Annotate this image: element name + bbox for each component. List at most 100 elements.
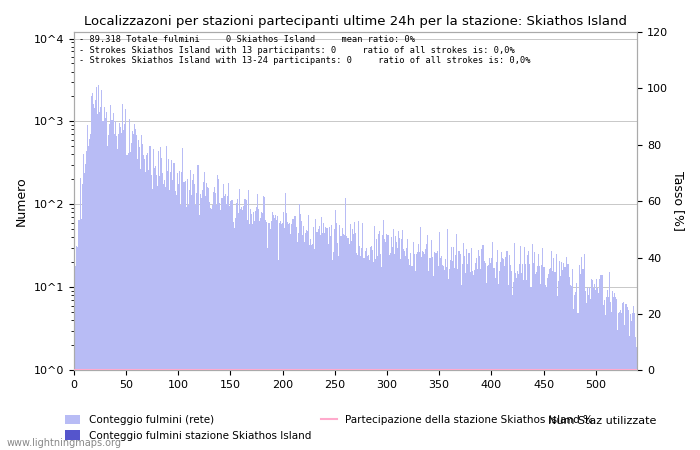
Bar — [494, 268, 495, 450]
Bar — [398, 231, 399, 450]
Bar — [89, 139, 90, 450]
Partecipazione della stazione Skiathos Island % — [411, 368, 419, 373]
Bar — [571, 286, 572, 450]
Partecipazione della stazione Skiathos Island % — [634, 368, 642, 373]
Bar — [528, 251, 529, 450]
Bar — [544, 267, 545, 450]
Bar — [400, 259, 401, 450]
Bar — [236, 203, 237, 450]
Bar — [254, 221, 255, 450]
Bar — [508, 285, 509, 450]
Bar — [484, 263, 486, 450]
Bar — [90, 134, 91, 450]
Bar — [399, 238, 400, 450]
Bar — [634, 313, 635, 450]
Bar — [161, 158, 162, 450]
Bar — [447, 229, 448, 450]
Bar — [267, 248, 269, 450]
Bar — [511, 271, 512, 450]
Bar — [628, 310, 629, 450]
Bar — [556, 254, 557, 450]
Bar — [626, 304, 627, 450]
Bar — [423, 252, 424, 450]
Bar — [519, 264, 520, 450]
Bar — [617, 330, 618, 450]
Bar — [569, 277, 570, 450]
Bar — [197, 165, 199, 450]
Bar — [205, 196, 206, 450]
Bar — [281, 224, 282, 450]
Bar — [163, 184, 164, 450]
Bar — [403, 249, 404, 450]
Bar — [393, 254, 395, 450]
Bar — [500, 262, 501, 450]
Bar — [182, 148, 183, 450]
Bar — [185, 180, 186, 450]
Bar — [351, 242, 352, 450]
Bar — [144, 159, 146, 450]
Bar — [371, 246, 372, 450]
Bar — [616, 299, 617, 450]
Bar — [459, 254, 461, 450]
Bar — [328, 244, 329, 450]
Bar — [635, 337, 636, 450]
Bar — [359, 247, 360, 450]
Bar — [113, 112, 114, 450]
Bar — [435, 253, 437, 450]
Bar — [272, 215, 274, 450]
Partecipazione della stazione Skiathos Island % — [71, 368, 79, 373]
Bar — [452, 261, 453, 450]
Bar — [340, 236, 342, 450]
Bar — [445, 259, 446, 450]
Bar — [414, 271, 416, 450]
Bar — [91, 96, 92, 450]
Bar — [316, 232, 318, 450]
Bar — [102, 121, 104, 450]
Bar — [561, 262, 562, 450]
Bar — [446, 266, 447, 450]
Bar — [184, 182, 185, 450]
Bar — [290, 234, 291, 450]
Bar — [615, 297, 616, 450]
Bar — [395, 242, 397, 450]
Bar — [330, 236, 331, 450]
Bar — [289, 223, 290, 450]
Bar — [134, 124, 135, 450]
Bar — [122, 104, 123, 450]
Bar — [540, 284, 541, 450]
Bar — [473, 275, 474, 450]
Bar — [135, 129, 136, 450]
Bar — [570, 285, 571, 450]
Bar — [428, 271, 429, 450]
Bar — [333, 252, 334, 450]
Bar — [545, 285, 546, 450]
Bar — [573, 309, 574, 450]
Bar — [250, 209, 251, 450]
Bar — [142, 144, 144, 450]
Bar — [505, 257, 507, 450]
Bar — [127, 153, 129, 450]
Bar — [554, 272, 556, 450]
Bar — [216, 204, 217, 450]
Bar — [482, 245, 484, 450]
Bar — [610, 302, 611, 450]
Bar — [100, 107, 102, 450]
Bar — [355, 233, 356, 450]
Bar — [150, 175, 151, 450]
Bar — [255, 211, 256, 450]
Bar — [565, 267, 566, 450]
Bar — [575, 292, 576, 450]
Bar — [334, 229, 335, 450]
Bar — [556, 296, 558, 450]
Bar — [374, 226, 375, 450]
Bar — [201, 198, 202, 450]
Text: - 89.318 Totale fulmini     0 Skiathos Island     mean ratio: 0%
- Strokes Skiat: - 89.318 Totale fulmini 0 Skiathos Islan… — [79, 36, 531, 65]
Bar — [516, 279, 517, 450]
Bar — [637, 341, 638, 450]
Bar — [212, 205, 213, 450]
Bar — [86, 151, 87, 450]
Bar — [346, 238, 348, 450]
Bar — [237, 199, 238, 450]
Bar — [172, 180, 174, 450]
Bar — [442, 265, 443, 450]
